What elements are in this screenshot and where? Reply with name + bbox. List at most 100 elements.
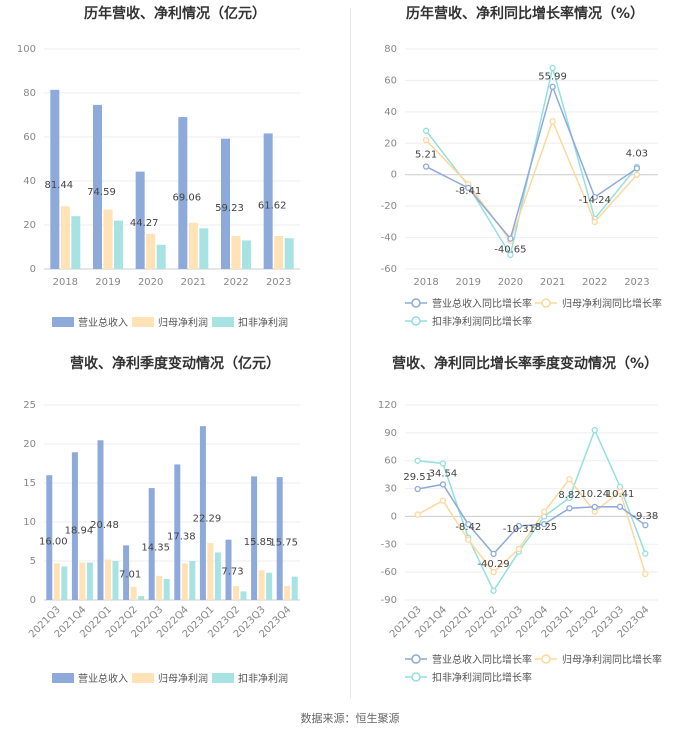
line-point xyxy=(642,550,649,557)
bar-revenue xyxy=(178,117,188,270)
legend-marker xyxy=(541,654,551,664)
bar-deducted-profit xyxy=(266,572,273,600)
line-point xyxy=(616,503,624,510)
bar-revenue xyxy=(135,171,145,269)
bar-data-label: 22.29 xyxy=(193,513,222,524)
bar-parent-profit xyxy=(103,209,113,269)
line-data-label: -8.41 xyxy=(455,186,481,197)
line-data-label: 34.54 xyxy=(429,468,458,479)
bar-revenue xyxy=(276,477,283,600)
line-point xyxy=(439,460,447,467)
y-tick-label: 15 xyxy=(23,478,36,489)
bar-revenue xyxy=(97,440,104,600)
legend-label: 归母净利润 xyxy=(158,672,208,685)
y-tick-label: -20 xyxy=(381,201,397,212)
bar-deducted-profit xyxy=(214,552,221,600)
y-tick-label: 0 xyxy=(391,511,397,522)
line-point xyxy=(414,485,421,493)
bar-data-label: 69.06 xyxy=(173,193,202,204)
bar-deducted-profit xyxy=(61,566,68,600)
line-data-label: -40.65 xyxy=(494,245,526,256)
legend-label: 营业总收入 xyxy=(78,672,128,685)
y-tick-label: -90 xyxy=(381,595,397,606)
bar-deducted-profit xyxy=(71,216,81,269)
line-point xyxy=(422,136,430,144)
line-point xyxy=(414,457,421,464)
bar-parent-profit xyxy=(258,570,265,600)
legend-marker xyxy=(541,298,551,308)
line-point xyxy=(515,545,523,553)
bar-deducted-profit xyxy=(86,562,93,600)
bar-deducted-profit xyxy=(242,240,251,269)
line-point xyxy=(515,522,523,530)
bar-revenue xyxy=(263,133,273,269)
line-point xyxy=(414,511,421,518)
legend-label: 营业总收入 xyxy=(78,316,128,329)
line-point xyxy=(465,536,472,543)
bar-deducted-profit xyxy=(114,220,123,269)
bar-parent-profit xyxy=(130,586,137,600)
x-tick-label: 2022 xyxy=(582,277,607,288)
legend-label: 归母净利润同比增长率 xyxy=(562,653,662,666)
bar-parent-profit xyxy=(105,559,111,600)
line-data-label: -8.42 xyxy=(455,522,481,533)
line-point xyxy=(540,508,548,515)
line-point xyxy=(549,64,556,72)
legend-swatch xyxy=(212,673,234,683)
line-point xyxy=(465,521,472,528)
bar-data-label: 74.59 xyxy=(87,187,116,198)
legend-swatch xyxy=(52,673,74,683)
line-point xyxy=(439,481,447,488)
bar-data-label: 59.23 xyxy=(215,203,244,214)
bar-deducted-profit xyxy=(199,228,209,269)
line-data-label: -8.25 xyxy=(531,522,557,533)
line-series-2 xyxy=(417,428,647,593)
line-data-label: -9.38 xyxy=(632,511,658,522)
bar-deducted-profit xyxy=(138,596,145,600)
line-data-label: 10.41 xyxy=(606,489,635,500)
y-tick-label: 80 xyxy=(384,44,397,55)
y-tick-label: 40 xyxy=(384,107,397,118)
bar-deducted-profit xyxy=(156,244,166,269)
legend-label: 归母净利润同比增长率 xyxy=(562,297,662,310)
bar-parent-profit xyxy=(156,575,163,600)
line-data-label: 5.21 xyxy=(415,150,437,161)
y-tick-label: 0 xyxy=(391,170,397,181)
y-tick-label: 30 xyxy=(384,484,397,495)
bar-parent-profit xyxy=(79,562,86,600)
bar-revenue xyxy=(199,426,206,600)
line-point xyxy=(591,426,598,434)
line-point xyxy=(490,568,497,576)
line-data-label: 8.82 xyxy=(558,490,580,501)
quarterly-growth-line-chart: 营收、净利同比增长率季度变动情况（%） -90 -60 -30 0 30 60 90 120 29… xyxy=(350,350,700,700)
legend-swatch xyxy=(132,317,154,327)
y-tick-label: 5 xyxy=(30,556,36,567)
line-point xyxy=(422,163,430,170)
bar-parent-profit xyxy=(207,543,214,600)
quarterly-bar-chart-svg: 营收、净利季度变动情况（亿元） 0 5 10 15 20 25 16.0018.9420.48… xyxy=(23,355,300,685)
line-series-0 xyxy=(425,84,638,241)
annual-growth-line-chart: 历年营收、净利同比增长率情况（%） -60 -40 -20 0 20 40 60 80 5.21 -… xyxy=(350,0,700,350)
legend-marker xyxy=(411,672,421,682)
chart-title: 营收、净利季度变动情况（亿元） xyxy=(70,355,280,372)
x-tick-label: 2021 xyxy=(181,277,206,288)
y-tick-label: 120 xyxy=(378,400,397,411)
line-point xyxy=(549,118,556,125)
bar-deducted-profit xyxy=(112,561,119,600)
y-tick-label: 40 xyxy=(23,176,36,187)
x-tick-label: 2018 xyxy=(53,277,78,288)
x-tick-label: 2018 xyxy=(413,277,438,288)
y-tick-label: 20 xyxy=(384,138,397,149)
bar-deducted-profit xyxy=(291,576,298,600)
bar-data-label: 17.38 xyxy=(167,531,196,542)
bar-data-label: 16.00 xyxy=(39,536,68,547)
x-tick-label: 2022 xyxy=(223,277,248,288)
y-tick-label: 20 xyxy=(23,220,36,231)
x-tick-label: 2023 xyxy=(624,277,649,288)
bar-revenue xyxy=(148,488,155,600)
legend-marker xyxy=(411,316,421,326)
line-series-1 xyxy=(417,478,647,575)
bar-data-label: 20.48 xyxy=(90,520,119,531)
bar-data-label: 14.35 xyxy=(141,542,170,553)
y-tick-label: 60 xyxy=(23,132,36,143)
